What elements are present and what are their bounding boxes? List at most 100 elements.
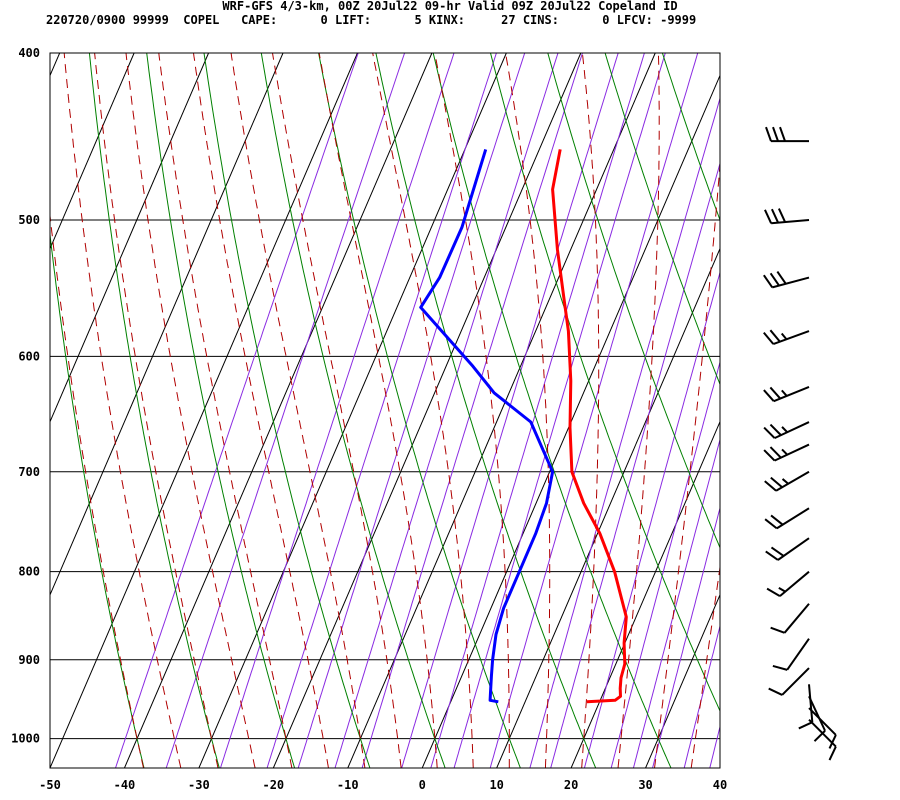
dry-adiabat — [604, 53, 720, 386]
wind-barb — [770, 603, 810, 634]
moist-adiabat — [158, 53, 293, 768]
sounding-profiles — [419, 148, 628, 704]
moist-adiabat — [193, 53, 329, 768]
moist-adiabat — [581, 53, 600, 768]
y-tick-label: 700 — [18, 465, 40, 479]
moist-adiabats — [50, 53, 843, 768]
sounding-indices: 220720/0900 99999 COPEL CAPE: 0 LIFT: 5 … — [46, 13, 697, 27]
isotherm — [496, 247, 720, 768]
mixing-ratio-line — [550, 161, 720, 768]
wind-barbs — [763, 126, 837, 761]
wind-barb — [763, 270, 810, 289]
y-tick-label: 500 — [18, 213, 40, 227]
dry-adiabat — [490, 53, 720, 713]
moist-adiabat — [617, 53, 660, 768]
isotherm — [123, 53, 433, 768]
mixing-ratio-line — [361, 53, 583, 768]
dry-adiabat — [777, 53, 900, 768]
wind-barb — [763, 421, 810, 440]
wind-barb — [768, 667, 810, 696]
y-tick-label: 400 — [18, 46, 40, 60]
plot-frame — [49, 52, 721, 769]
mixing-ratio-line — [165, 53, 406, 768]
moist-adiabat — [125, 53, 256, 768]
dry-adiabat — [719, 53, 720, 56]
mixing-ratio-line — [430, 53, 645, 768]
dry-adiabat — [375, 53, 597, 768]
dry-adiabat — [88, 53, 220, 768]
x-tick-label: 20 — [564, 778, 578, 792]
isotherm — [570, 420, 720, 768]
wind-barb — [808, 707, 837, 749]
x-tick-label: -30 — [188, 778, 210, 792]
isobar-isotherm-grid — [50, 53, 900, 768]
wind-barb — [765, 126, 809, 143]
mixing-ratio-line — [652, 506, 720, 768]
moist-adiabat — [50, 210, 144, 768]
isotherm — [719, 766, 720, 768]
axis-tick-labels: -50 -40 -30 -20 -10 0 10 20 30 40 400 500 600 700 800 9… — [11, 46, 727, 792]
isotherm — [198, 53, 507, 768]
wind-barb — [763, 386, 810, 403]
mixing-ratio-line — [401, 53, 619, 768]
mixing-ratio-line — [610, 360, 720, 768]
dry-adiabat — [892, 53, 900, 768]
moist-adiabat — [690, 564, 720, 768]
isotherm — [421, 74, 720, 768]
temperature-profile — [551, 149, 628, 704]
mixing-ratio-line — [632, 437, 720, 768]
wind-barb — [764, 208, 810, 225]
dry-adiabat — [203, 53, 371, 768]
x-tick-label: 30 — [638, 778, 652, 792]
mixing-ratio-lines — [115, 53, 720, 768]
mixing-ratio-line — [297, 53, 526, 768]
wind-barb — [765, 537, 810, 561]
x-tick-label: 40 — [713, 778, 727, 792]
x-tick-label: 10 — [489, 778, 503, 792]
moist-adiabat — [94, 53, 219, 768]
y-tick-label: 900 — [18, 653, 40, 667]
isotherm — [347, 53, 656, 768]
x-tick-label: 0 — [419, 778, 426, 792]
x-tick-label: -10 — [337, 778, 359, 792]
mixing-ratio-line — [266, 53, 497, 768]
wind-barb — [763, 443, 810, 462]
dry-adiabat — [432, 53, 672, 768]
y-tick-label: 800 — [18, 565, 40, 579]
mixing-ratio-line — [583, 270, 720, 768]
wind-barb — [764, 470, 810, 492]
mixing-ratio-line — [220, 53, 455, 768]
mixing-ratio-line — [453, 53, 666, 768]
wind-barb — [766, 570, 810, 597]
x-tick-label: -40 — [114, 778, 136, 792]
dry-adiabat — [547, 53, 720, 549]
x-tick-label: -20 — [262, 778, 284, 792]
moist-adiabat — [728, 53, 843, 768]
dry-adiabat — [50, 230, 145, 768]
isotherm — [50, 53, 210, 424]
isotherm — [869, 53, 900, 768]
moist-adiabat — [372, 53, 474, 768]
x-tick-label: -50 — [39, 778, 61, 792]
dewpoint-profile — [419, 148, 555, 704]
dry-adiabat — [146, 53, 296, 768]
isotherm — [50, 53, 284, 597]
dry-adiabat — [834, 53, 900, 768]
isotherm — [645, 593, 720, 768]
wind-barb — [772, 638, 810, 671]
chart-title: WRF-GFS 4/3-km, 00Z 20Jul22 09-hr Valid … — [222, 0, 678, 13]
moist-adiabat — [654, 157, 720, 768]
mixing-ratio-line — [115, 53, 359, 768]
moist-adiabat — [230, 53, 366, 768]
dry-adiabat — [260, 53, 446, 768]
isotherm — [272, 53, 582, 768]
y-tick-label: 1000 — [11, 732, 40, 746]
isotherm — [50, 53, 135, 250]
moist-adiabat — [272, 53, 402, 768]
y-tick-label: 600 — [18, 349, 40, 363]
isotherm — [50, 53, 358, 768]
mixing-ratio-line — [529, 96, 720, 768]
mixing-ratio-line — [489, 53, 699, 768]
mixing-ratio-line — [709, 724, 720, 768]
